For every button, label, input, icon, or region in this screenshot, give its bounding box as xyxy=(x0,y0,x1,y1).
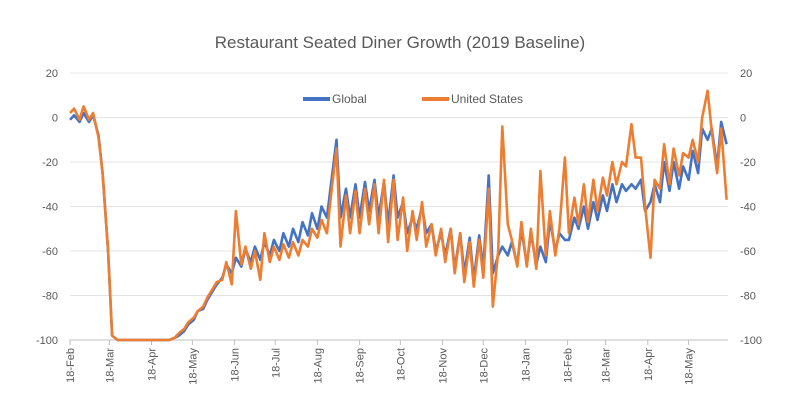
series-line-global xyxy=(69,111,728,342)
x-tick-label: 18-May xyxy=(187,348,199,385)
y-axis-right: 20 0 -20 -40 -60 -80 -100 xyxy=(740,68,762,347)
legend-label-global: Global xyxy=(332,92,367,106)
legend: Global United States xyxy=(303,92,523,106)
x-tick-label: 18-Jul xyxy=(270,348,282,378)
x-tick-label: 18-Aug xyxy=(312,348,324,383)
chart-title: Restaurant Seated Diner Growth (2019 Bas… xyxy=(215,33,585,52)
series-line-united-states xyxy=(69,89,728,342)
x-tick-label: 18-Mar xyxy=(104,348,116,383)
x-tick-label: 18-Feb xyxy=(65,348,77,383)
y-tick-label-right: -40 xyxy=(740,202,756,214)
y-tick-label-left: -80 xyxy=(42,291,58,303)
y-tick-label-right: -60 xyxy=(740,246,756,258)
x-tick-label: 18-Apr xyxy=(147,348,159,381)
y-tick-label-right: -20 xyxy=(740,157,756,169)
y-tick-label-left: -60 xyxy=(42,246,58,258)
x-axis: 18-Feb 18-Mar 18-Apr 18-May 18-Jun 18-Jul 18-A… xyxy=(65,340,696,385)
x-tick-label: 18-Apr xyxy=(643,348,655,381)
x-tick-label: 18-Sep xyxy=(355,348,367,383)
x-tick-label: 18-Oct xyxy=(395,348,407,381)
x-tick-label: 18-Jun xyxy=(230,348,242,382)
y-tick-label-left: -100 xyxy=(36,335,58,347)
y-tick-label-right: -80 xyxy=(740,291,756,303)
y-tick-label-right: 20 xyxy=(740,68,752,80)
y-tick-label-left: -40 xyxy=(42,202,58,214)
y-tick-label-right: 0 xyxy=(740,113,746,125)
y-tick-label-left: 0 xyxy=(52,113,58,125)
x-tick-label: 18-May xyxy=(684,348,696,385)
y-tick-label-left: -20 xyxy=(42,157,58,169)
y-tick-label-right: -100 xyxy=(740,335,762,347)
x-tick-label: 18-Feb xyxy=(563,348,575,383)
x-tick-label: 18-Nov xyxy=(438,348,450,384)
x-tick-label: 18-Dec xyxy=(478,348,490,384)
gridlines xyxy=(70,72,728,341)
y-tick-label-left: 20 xyxy=(46,68,58,80)
legend-label-united-states: United States xyxy=(451,92,523,106)
x-tick-label: 18-Mar xyxy=(601,348,613,383)
y-axis-left: 20 0 -20 -40 -60 -80 -100 xyxy=(36,68,58,347)
series-lines xyxy=(69,89,728,342)
x-tick-label: 18-Jan xyxy=(520,348,532,382)
